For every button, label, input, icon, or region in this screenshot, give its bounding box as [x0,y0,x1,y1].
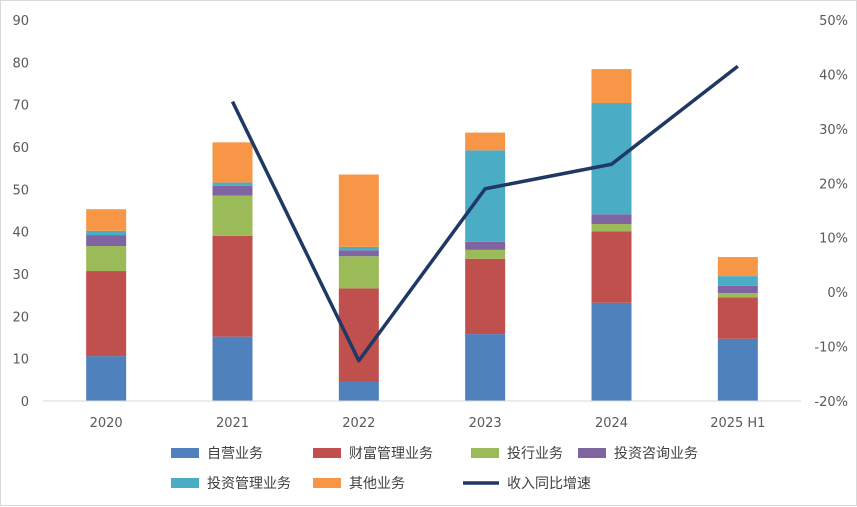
bar-segment [592,103,632,214]
legend-item: 投行业务 [471,446,563,462]
bar-segment [339,175,379,247]
legend-swatch [313,478,341,488]
bar-segment [86,235,126,246]
x-tick-label: 2022 [342,416,375,431]
bar-segment [465,250,505,259]
legend-swatch [578,448,606,458]
right-axis: -20% -10% 0% 10% 20% 30% 40% 50% [814,14,848,410]
legend-item: 财富管理业务 [313,445,433,462]
x-axis: 2020 2021 2022 2023 2024 2025 H1 [43,401,801,431]
bar-segment [213,186,253,196]
bar-segment [213,337,253,401]
bar-segment [465,334,505,401]
bar-segment [718,286,758,293]
bar-segment [213,236,253,337]
x-tick-label: 2025 H1 [710,416,765,431]
x-tick-label: 2021 [216,416,249,431]
bar-segment [718,293,758,297]
legend-label: 投资咨询业务 [614,446,698,462]
legend-label: 投资管理业务 [207,476,291,492]
left-tick-label: 60 [12,141,29,156]
bar-segment [339,247,379,250]
legend-item: 自营业务 [171,446,263,462]
bar-segment [86,246,126,271]
x-tick-label: 2024 [595,416,628,431]
bar-segment [86,209,126,231]
left-tick-label: 50 [12,183,29,198]
bar-segment [718,339,758,401]
bar-segment [592,231,632,303]
left-tick-label: 10 [12,353,29,368]
bar-segment [592,214,632,224]
x-tick-label: 2023 [469,416,502,431]
left-axis: 0 10 20 30 40 50 60 70 80 90 [12,14,29,410]
bar-segment [339,382,379,401]
bar-segment [718,297,758,338]
legend-label: 财富管理业务 [349,445,433,462]
right-tick-label: 20% [819,177,848,192]
left-tick-label: 80 [12,56,29,71]
bar-segment [86,231,126,235]
legend-swatch [171,448,199,458]
left-tick-label: 70 [12,99,29,114]
legend-label: 其他业务 [349,476,405,492]
left-tick-label: 30 [12,268,29,283]
left-tick-label: 90 [12,14,29,29]
bar-segment [465,150,505,241]
bar-segment [213,142,253,182]
legend-swatch [471,448,499,458]
plot-area [86,66,758,401]
bar-segment [339,256,379,288]
left-tick-label: 0 [21,395,29,410]
right-tick-label: 50% [819,14,848,29]
bar-segment [213,196,253,236]
bar-segment [86,356,126,401]
legend-swatch [313,448,341,458]
bar-segment [213,183,253,186]
right-tick-label: -10% [814,341,848,356]
bar-segment [592,224,632,231]
bar-segment [465,259,505,334]
left-tick-label: 20 [12,310,29,325]
bar-segment [718,257,758,276]
bar-segment [465,133,505,151]
legend-item: 投资管理业务 [171,476,291,492]
bar-segment [718,276,758,286]
x-tick-label: 2020 [90,416,123,431]
bar-segment [592,69,632,103]
legend-item: 收入同比增速 [463,476,591,492]
bar-segment [86,271,126,356]
bar-segment [339,250,379,256]
bar-segment [592,303,632,401]
legend-label: 投行业务 [507,446,563,462]
left-tick-label: 40 [12,226,29,241]
bar-segment [465,242,505,250]
legend-label: 收入同比增速 [507,476,591,492]
right-tick-label: 10% [819,232,848,247]
right-tick-label: 40% [819,68,848,83]
right-tick-label: -20% [814,395,848,410]
legend-item: 其他业务 [313,476,405,492]
right-tick-label: 30% [819,123,848,138]
legend-swatch [171,478,199,488]
legend-label: 自营业务 [207,446,263,462]
legend-item: 投资咨询业务 [578,446,698,462]
right-tick-label: 0% [827,286,848,301]
